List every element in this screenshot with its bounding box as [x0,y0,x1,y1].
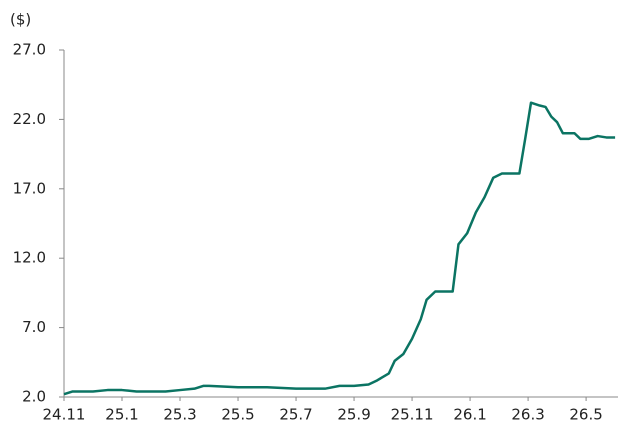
y-tick-label: 17.0 [13,179,46,197]
x-tick-label: 26.3 [511,406,544,424]
y-tick-label: 22.0 [13,110,46,128]
x-tick-label: 25.1 [105,406,138,424]
price-line [63,101,616,396]
x-tick-label: 24.11 [43,406,86,424]
y-tick-label: 27.0 [13,41,46,59]
x-tick-label: 25.5 [221,406,254,424]
y-tick-label: 12.0 [13,249,46,267]
x-tick-label: 25.11 [391,406,434,424]
x-tick-label: 25.3 [163,406,196,424]
y-tick-label: 2.0 [22,388,46,406]
x-tick-label: 25.9 [337,406,370,424]
x-tick-label: 26.5 [569,406,602,424]
x-tick-label: 25.7 [279,406,312,424]
y-axis-label: ($) [10,11,31,29]
x-tick-label: 26.1 [453,406,486,424]
y-tick-label: 7.0 [22,318,46,336]
